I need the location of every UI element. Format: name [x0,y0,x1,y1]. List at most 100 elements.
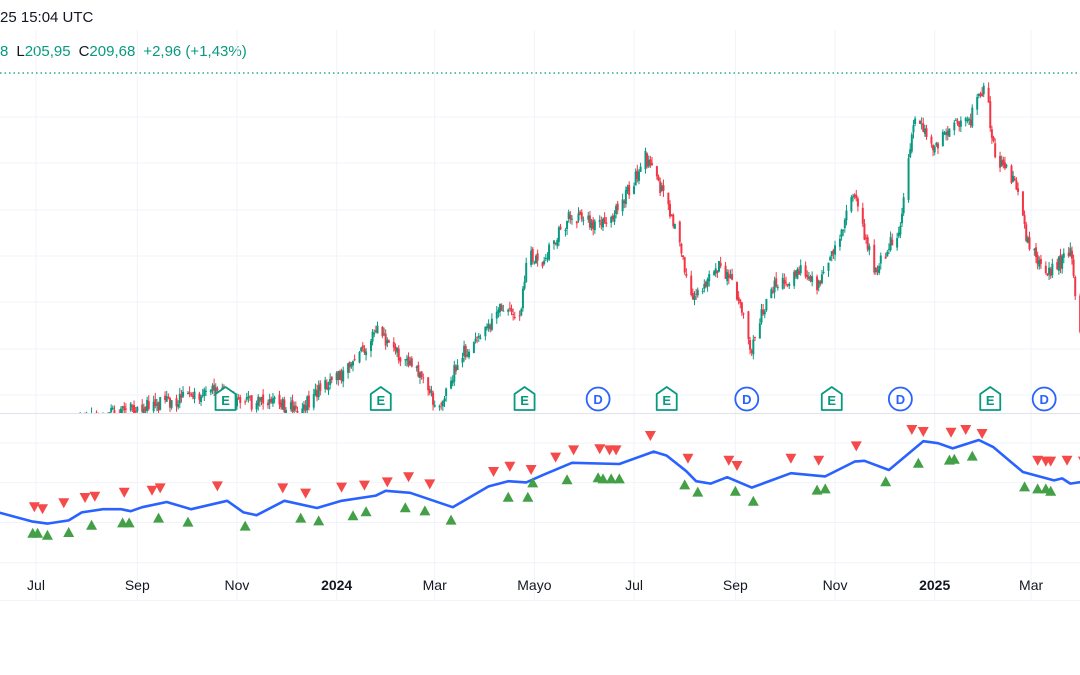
candle-down [1021,191,1024,216]
candle-down [32,422,34,431]
candle-down [1039,259,1042,264]
candle-up [923,128,926,134]
candle-up [17,426,19,431]
candle-up [338,371,341,380]
indicator-pane [0,425,1080,540]
candle-down [337,371,340,381]
buy-signal-up-triangle-icon [313,515,325,526]
candle-down [213,384,216,391]
dividend-badge-shape [734,386,760,412]
candles [7,82,1080,437]
sell-signal-down-triangle-icon [610,445,622,456]
dividend-badge-letter: D [896,392,905,407]
earnings-badge-letter: E [662,393,671,408]
candle-up [701,290,704,292]
sell-signal-down-triangle-icon [1061,455,1073,466]
earnings-badge-shape [655,386,678,411]
candle-down [856,198,859,207]
candle-down [727,273,730,279]
candle-down [1013,178,1016,181]
earnings-badge-letter: E [221,393,230,408]
candle-down [1056,262,1059,270]
candle-down [304,405,307,411]
candle-up [289,402,292,410]
candle-up [752,339,755,355]
candle-down [541,262,544,267]
buy-signal-up-triangle-icon [86,519,98,530]
candle-up [342,370,345,382]
buy-signal-up-triangle-icon [360,506,372,517]
buy-signal-up-triangle-icon [747,495,759,506]
candle-down [876,270,879,273]
candle-up [200,396,203,402]
candle-down [936,143,939,149]
candle-up [312,394,315,408]
candle-up [820,274,823,283]
candle-up [468,351,471,358]
candle-down [1049,268,1052,277]
candle-up [708,274,711,282]
candle-up [889,237,892,251]
candle-up [73,426,75,429]
candle-up [633,186,636,194]
candle-up [214,387,217,394]
candle-up [335,372,338,381]
candle-down [990,129,993,138]
candle-down [191,395,194,398]
candle-up [827,262,830,271]
earnings-badge-icon: E [369,386,392,411]
candle-down [262,394,265,404]
candle-down [866,237,869,250]
candle-down [7,427,9,437]
candle-down [667,192,670,205]
sell-signal-down-triangle-icon [731,461,743,471]
candle-up [461,357,464,363]
ohlc-legend: 8 L205,95 C209,68 +2,96 (+1,43%) [0,43,247,60]
candle-up [935,143,938,146]
candle-down [853,194,856,197]
candle-up [63,423,65,428]
candle-up [1038,260,1041,267]
candle-up [557,227,560,242]
candle-up [729,275,732,278]
candle-down [794,270,797,277]
candle-up [886,251,889,257]
candle-down [307,395,310,408]
candle-up [874,267,877,273]
candle-up [463,345,466,357]
candle-up [324,380,327,390]
sell-signal-down-triangle-icon [723,455,735,466]
candle-up [879,255,882,264]
candle-up [466,354,469,356]
candle-up [770,289,773,299]
candle-down [95,412,98,413]
candle-up [441,400,444,407]
candle-down [873,244,876,273]
candle-down [51,421,53,425]
candle-up [610,217,613,223]
candle-up [868,246,871,251]
candle-down [399,357,402,362]
candle-up [450,380,453,389]
bar-datetime: 25 15:04 UTC [0,9,94,26]
candle-down [267,402,270,406]
sell-signal-down-triangle-icon [488,467,500,477]
candle-up [245,397,248,400]
candle-down [107,416,109,422]
candle-up [260,397,263,400]
candle-down [340,370,343,381]
earnings-badge-shape [513,386,536,411]
candle-down [394,346,397,351]
candle-down [124,408,127,410]
candle-down [330,376,333,380]
candle-up [33,422,35,428]
candle-down [987,87,990,103]
candle-up [306,396,309,411]
candle-down [616,203,619,211]
candle-down [508,307,511,309]
candle-down [771,291,774,293]
candle-up [834,245,837,255]
buy-signal-up-triangle-icon [597,473,609,484]
time-axis[interactable]: Jul Sep Nov 2024 Mar Mayo Jul Sep Nov 2025 Mar [27,577,1043,593]
